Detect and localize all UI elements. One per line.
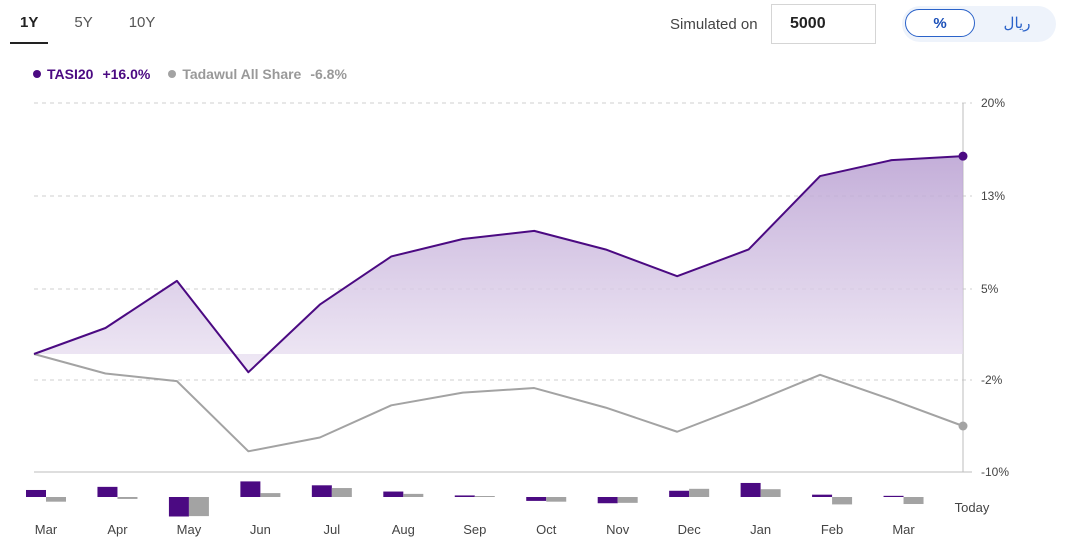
tasi20-line bbox=[33, 155, 964, 374]
tadawul-monthly-bar bbox=[760, 489, 781, 497]
tasi20-monthly-bar bbox=[383, 491, 404, 497]
x-month-label: Mar bbox=[892, 522, 915, 537]
x-month-label: Jan bbox=[750, 522, 771, 537]
x-month-label: Mar bbox=[35, 522, 58, 537]
chart-legend: TASI20 +16.0% Tadawul All Share -6.8% bbox=[33, 66, 365, 82]
tadawul-end-point bbox=[958, 421, 968, 431]
tasi20-monthly-bar bbox=[26, 489, 46, 497]
tab-5y[interactable]: 5Y bbox=[74, 14, 93, 31]
y-tick-label: 13% bbox=[981, 189, 1005, 203]
x-month-label: Feb bbox=[821, 522, 843, 537]
y-tick-label: -2% bbox=[981, 373, 1003, 387]
legend-name: TASI20 bbox=[47, 66, 94, 82]
y-tick-label: 5% bbox=[981, 282, 999, 296]
tadawul-monthly-bar bbox=[331, 488, 352, 497]
tadawul-monthly-bar bbox=[689, 488, 710, 497]
tasi20-monthly-bar bbox=[883, 495, 904, 497]
x-month-label: Dec bbox=[678, 522, 702, 537]
tasi20-monthly-bar bbox=[669, 490, 690, 497]
unit-toggle: % ريال bbox=[902, 6, 1056, 42]
percent-toggle-option[interactable]: % bbox=[905, 9, 975, 37]
tadawul-monthly-bar bbox=[546, 497, 567, 502]
tasi20-monthly-bar bbox=[97, 486, 118, 497]
tadawul-monthly-bar bbox=[617, 497, 638, 503]
tasi20-monthly-bar bbox=[240, 481, 261, 497]
x-month-label: Jun bbox=[250, 522, 271, 537]
tasi20-monthly-bar bbox=[454, 495, 475, 497]
x-month-label: Nov bbox=[606, 522, 630, 537]
x-month-label: Jul bbox=[324, 522, 341, 537]
tadawul-monthly-bar bbox=[474, 496, 495, 497]
tasi20-monthly-bar bbox=[812, 494, 833, 497]
tab-10y[interactable]: 10Y bbox=[128, 14, 156, 31]
tasi20-end-point bbox=[958, 151, 968, 161]
tasi20-monthly-bar bbox=[311, 485, 332, 497]
tasi20-monthly-bar bbox=[168, 497, 189, 517]
tadawul-monthly-bar bbox=[188, 497, 209, 517]
tadawul-monthly-bar bbox=[117, 497, 138, 499]
tadawul-monthly-bar bbox=[903, 497, 924, 505]
legend-item-tasi20: TASI20 +16.0% bbox=[33, 66, 150, 82]
legend-dot-icon bbox=[168, 70, 177, 78]
x-month-label: Apr bbox=[107, 522, 128, 537]
legend-item-tadawul-all-share: Tadawul All Share -6.8% bbox=[168, 66, 347, 82]
tadawul-monthly-bar bbox=[832, 497, 853, 505]
y-tick-label: 20% bbox=[981, 96, 1005, 110]
x-month-label: May bbox=[177, 522, 202, 537]
legend-dot-icon bbox=[33, 70, 41, 78]
tadawul-monthly-bar bbox=[260, 493, 281, 497]
legend-name: Tadawul All Share bbox=[182, 66, 302, 82]
x-month-label: Oct bbox=[536, 522, 557, 537]
tadawul-all-share-line bbox=[33, 353, 964, 453]
simulated-on-label: Simulated on bbox=[670, 16, 758, 33]
x-month-label: Sep bbox=[463, 522, 486, 537]
y-tick-label: -10% bbox=[981, 465, 1009, 479]
tasi20-area bbox=[34, 156, 963, 373]
x-month-label: Aug bbox=[392, 522, 415, 537]
tadawul-monthly-bar bbox=[403, 493, 424, 497]
simulation-amount-input[interactable] bbox=[771, 4, 876, 44]
tadawul-monthly-bar bbox=[46, 497, 66, 502]
tasi20-monthly-bar bbox=[526, 497, 547, 501]
legend-change: -6.8% bbox=[310, 66, 347, 82]
legend-change: +16.0% bbox=[102, 66, 151, 82]
currency-toggle-option[interactable]: ريال bbox=[1003, 15, 1031, 32]
tasi20-monthly-bar bbox=[597, 497, 618, 504]
tasi20-monthly-bar bbox=[740, 482, 761, 497]
period-tabs: 1Y 5Y 10Y bbox=[10, 0, 181, 44]
tab-1y[interactable]: 1Y bbox=[10, 0, 49, 44]
x-today-label: Today bbox=[955, 500, 990, 515]
